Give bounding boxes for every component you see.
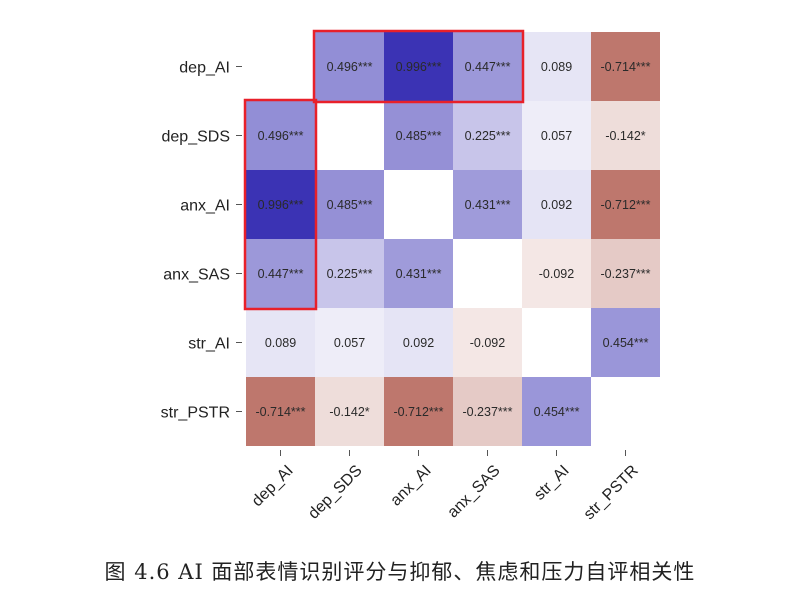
cell-value-str_PSTR-dep_AI: -0.714*** xyxy=(255,405,305,419)
heatmap-cell-anx_SAS-str_AI xyxy=(522,239,591,308)
heatmap-cell-str_PSTR-str_PSTR xyxy=(591,377,660,446)
heatmap-cell-str_PSTR-anx_AI xyxy=(384,377,453,446)
cell-value-str_PSTR-anx_SAS: -0.237*** xyxy=(462,405,512,419)
x-tick-label-anx_AI: anx_AI xyxy=(387,462,434,509)
heatmap-cell-dep_SDS-dep_AI xyxy=(246,101,315,170)
cell-value-dep_SDS-anx_AI: 0.485*** xyxy=(396,129,442,143)
x-tick-label-str_AI: str_AI xyxy=(531,462,573,504)
cell-value-anx_AI-str_AI: 0.092 xyxy=(541,198,572,212)
heatmap-cell-dep_SDS-str_PSTR xyxy=(591,101,660,170)
heatmap-cell-labels: 0.496*** 0.996*** 0.447*** 0.089 -0.714*** 0.… xyxy=(255,60,650,419)
cell-value-dep_SDS-dep_AI: 0.496*** xyxy=(258,129,304,143)
heatmap-cell-anx_AI-dep_SDS xyxy=(315,170,384,239)
heatmap-cell-anx_AI-anx_AI xyxy=(384,170,453,239)
cell-value-str_AI-anx_SAS: -0.092 xyxy=(470,336,505,350)
cell-value-dep_SDS-anx_SAS: 0.225*** xyxy=(465,129,511,143)
heatmap-cell-dep_AI-str_AI xyxy=(522,32,591,101)
heatmap-cell-str_AI-str_AI xyxy=(522,308,591,377)
cell-value-str_AI-anx_AI: 0.092 xyxy=(403,336,434,350)
cell-value-str_PSTR-dep_SDS: -0.142* xyxy=(329,405,369,419)
cell-value-dep_SDS-str_AI: 0.057 xyxy=(541,129,572,143)
heatmap-cell-anx_SAS-dep_AI xyxy=(246,239,315,308)
heatmap-cell-str_AI-anx_SAS xyxy=(453,308,522,377)
heatmap-cell-str_PSTR-dep_AI xyxy=(246,377,315,446)
cell-value-anx_AI-str_PSTR: -0.712*** xyxy=(600,198,650,212)
heatmap-cell-anx_AI-str_PSTR xyxy=(591,170,660,239)
cell-value-dep_AI-anx_AI: 0.996*** xyxy=(396,60,442,74)
heatmap-cell-str_PSTR-dep_SDS xyxy=(315,377,384,446)
cell-value-str_PSTR-str_AI: 0.454*** xyxy=(534,405,580,419)
cell-value-dep_AI-dep_SDS: 0.496*** xyxy=(327,60,373,74)
heatmap-cell-dep_SDS-anx_SAS xyxy=(453,101,522,170)
y-tick-label-str_AI: str_AI xyxy=(188,336,230,353)
heatmap-cell-dep_SDS-str_AI xyxy=(522,101,591,170)
y-tick-label-str_PSTR: str_PSTR xyxy=(161,405,230,422)
highlight-boxes xyxy=(243,29,525,311)
heatmap-cell-str_PSTR-str_AI xyxy=(522,377,591,446)
heatmap-cell-anx_AI-dep_AI xyxy=(246,170,315,239)
heatmap-cells xyxy=(246,32,660,446)
cell-value-anx_AI-anx_SAS: 0.431*** xyxy=(465,198,511,212)
heatmap-cell-dep_AI-dep_SDS xyxy=(315,32,384,101)
cell-value-anx_SAS-str_PSTR: -0.237*** xyxy=(600,267,650,281)
cell-value-anx_SAS-dep_AI: 0.447*** xyxy=(258,267,304,281)
heatmap-cell-anx_AI-anx_SAS xyxy=(453,170,522,239)
heatmap-cell-anx_SAS-anx_SAS xyxy=(453,239,522,308)
heatmap-cell-anx_AI-str_AI xyxy=(522,170,591,239)
heatmap-cell-dep_AI-anx_AI xyxy=(384,32,453,101)
cell-value-str_AI-dep_SDS: 0.057 xyxy=(334,336,365,350)
cell-value-anx_SAS-anx_AI: 0.431*** xyxy=(396,267,442,281)
highlight-box-2 xyxy=(243,98,318,311)
heatmap-cell-dep_AI-anx_SAS xyxy=(453,32,522,101)
cell-value-dep_AI-str_PSTR: -0.714*** xyxy=(600,60,650,74)
y-tick-label-dep_SDS: dep_SDS xyxy=(162,129,231,146)
x-axis: dep_AI dep_SDS anx_AI anx_SAS str_AI str_PSTR xyxy=(249,450,642,523)
x-tick-label-str_PSTR: str_PSTR xyxy=(581,462,642,523)
cell-value-str_AI-str_PSTR: 0.454*** xyxy=(603,336,649,350)
heatmap-cell-str_AI-dep_SDS xyxy=(315,308,384,377)
heatmap-cell-dep_SDS-anx_AI xyxy=(384,101,453,170)
y-tick-label-anx_SAS: anx_SAS xyxy=(163,267,230,284)
heatmap-cell-dep_AI-dep_AI xyxy=(246,32,315,101)
cell-value-anx_SAS-dep_SDS: 0.225*** xyxy=(327,267,373,281)
heatmap-cell-dep_SDS-dep_SDS xyxy=(315,101,384,170)
cell-value-anx_SAS-str_AI: -0.092 xyxy=(539,267,574,281)
y-tick-label-anx_AI: anx_AI xyxy=(180,198,230,215)
y-tick-label-dep_AI: dep_AI xyxy=(179,60,230,77)
cell-value-dep_AI-str_AI: 0.089 xyxy=(541,60,572,74)
cell-value-dep_SDS-str_PSTR: -0.142* xyxy=(605,129,645,143)
heatmap-cell-str_AI-anx_AI xyxy=(384,308,453,377)
x-tick-label-anx_SAS: anx_SAS xyxy=(444,462,503,521)
cell-value-anx_AI-dep_SDS: 0.485*** xyxy=(327,198,373,212)
cell-value-anx_AI-dep_AI: 0.996*** xyxy=(258,198,304,212)
cell-value-dep_AI-anx_SAS: 0.447*** xyxy=(465,60,511,74)
cell-value-str_PSTR-anx_AI: -0.712*** xyxy=(393,405,443,419)
y-axis: dep_AI dep_SDS anx_AI anx_SAS str_AI str_PSTR xyxy=(161,60,242,422)
heatmap-cell-anx_SAS-str_PSTR xyxy=(591,239,660,308)
x-tick-label-dep_AI: dep_AI xyxy=(249,462,297,510)
heatmap-cell-anx_SAS-dep_SDS xyxy=(315,239,384,308)
heatmap-cell-str_PSTR-anx_SAS xyxy=(453,377,522,446)
highlight-box-1 xyxy=(312,29,525,104)
heatmap-cell-anx_SAS-anx_AI xyxy=(384,239,453,308)
cell-value-str_AI-dep_AI: 0.089 xyxy=(265,336,296,350)
heatmap-cell-str_AI-dep_AI xyxy=(246,308,315,377)
heatmap-cell-str_AI-str_PSTR xyxy=(591,308,660,377)
heatmap-cell-dep_AI-str_PSTR xyxy=(591,32,660,101)
figure-caption: 图 4.6 AI 面部表情识别评分与抑郁、焦虑和压力自评相关性 xyxy=(104,560,696,584)
x-tick-label-dep_SDS: dep_SDS xyxy=(305,462,365,522)
